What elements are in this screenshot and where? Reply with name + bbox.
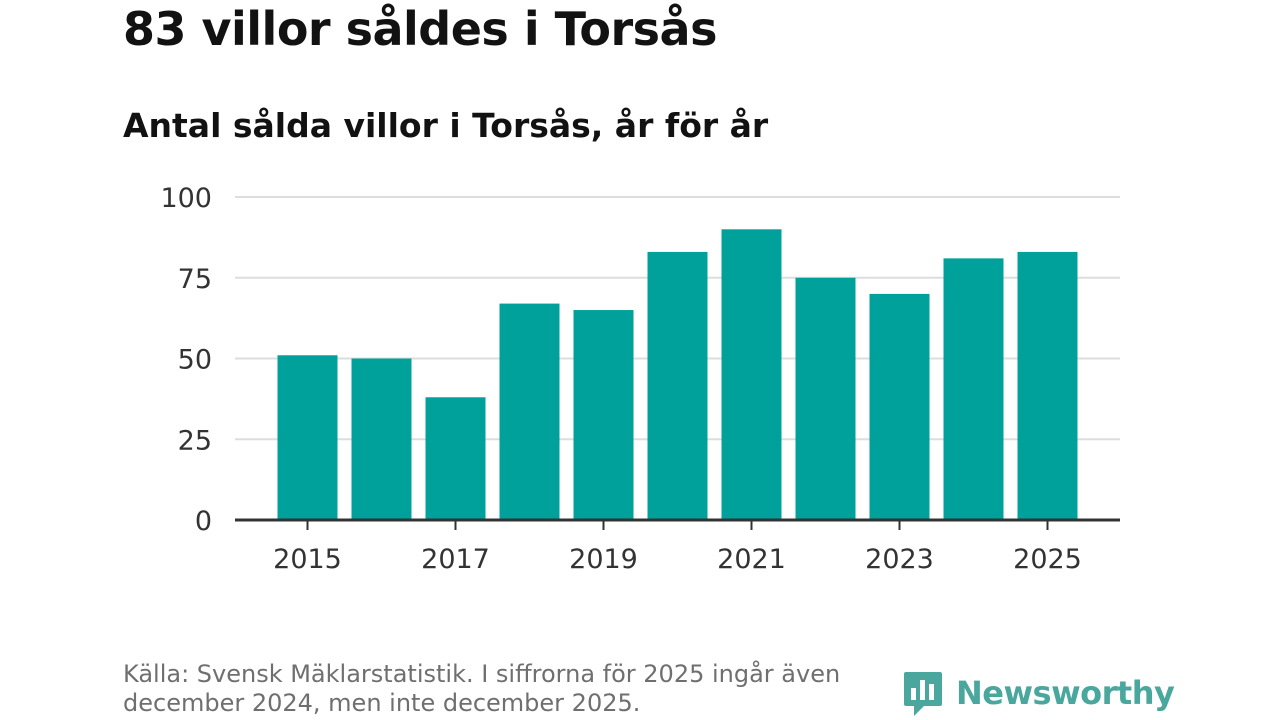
bar-2019 <box>573 310 634 520</box>
bar-2020 <box>647 251 708 520</box>
bar-2023 <box>869 293 930 520</box>
source-note: Källa: Svensk Mäklarstatistik. I siffror… <box>123 660 841 717</box>
x-tick-labels: 2015 2017 2019 2021 2023 2025 <box>273 544 1082 575</box>
bar-2016 <box>351 358 412 520</box>
x-tick-label-2023: 2023 <box>865 544 934 575</box>
bar-2017 <box>425 397 486 520</box>
x-axis <box>235 518 1120 530</box>
y-tick-label-75: 75 <box>178 264 212 295</box>
newsworthy-logo-icon <box>904 672 942 716</box>
chart-title: 83 villor såldes i Torsås <box>123 2 717 56</box>
y-tick-label-0: 0 <box>195 506 212 537</box>
y-tick-labels: 0 25 50 75 100 <box>160 183 212 537</box>
brand-logo: Newsworthy <box>902 668 1175 718</box>
x-tick-label-2021: 2021 <box>717 544 786 575</box>
y-tick-label-100: 100 <box>160 183 212 214</box>
chart-subtitle: Antal sålda villor i Torsås, år för år <box>123 106 769 145</box>
y-tick-label-50: 50 <box>178 345 212 376</box>
x-tick-label-2015: 2015 <box>273 544 342 575</box>
bars <box>277 229 1078 521</box>
bar-2025 <box>1017 251 1078 520</box>
bar-2018 <box>499 303 560 520</box>
y-tick-label-25: 25 <box>178 425 212 456</box>
x-tick-label-2025: 2025 <box>1013 544 1082 575</box>
brand-name: Newsworthy <box>956 674 1175 712</box>
x-tick-label-2017: 2017 <box>421 544 490 575</box>
bar-2015 <box>277 355 338 520</box>
bar-2021 <box>721 229 782 521</box>
bar-chart: 0 25 50 75 100 2015 2017 2019 2021 2023 2025 <box>160 183 1120 575</box>
bar-2024 <box>943 258 1004 520</box>
bar-2022 <box>795 277 856 520</box>
x-tick-label-2019: 2019 <box>569 544 638 575</box>
